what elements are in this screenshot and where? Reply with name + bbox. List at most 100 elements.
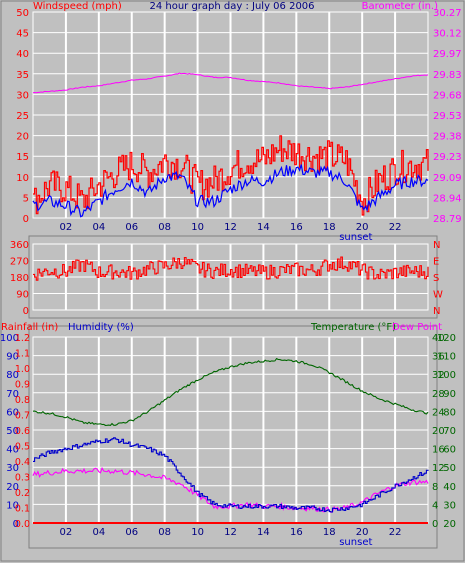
- temperature-y-tick: 110: [437, 352, 456, 363]
- direction-compass-tick: W: [433, 290, 443, 301]
- wind-direction-series-line: [33, 256, 429, 281]
- direction-compass-tick: N: [433, 306, 440, 317]
- humidity-series-line: [33, 437, 429, 513]
- humidity-y-tick: 60: [6, 407, 19, 418]
- humidity-y-tick: 90: [6, 352, 19, 363]
- rainfall-y-tick: 0.3: [15, 473, 30, 484]
- humidity-y-tick: 40: [6, 445, 19, 456]
- rainfall-y-tick: 0.9: [15, 380, 30, 391]
- dew-point-axis-label: Dew Point: [392, 322, 442, 333]
- barometer-y-tick: 30.27: [433, 8, 462, 19]
- humidity-y-tick: 70: [6, 389, 19, 400]
- wind-panel-x-tick: 10: [191, 222, 204, 233]
- celsius-y-tick: 4: [432, 500, 438, 511]
- rainfall-y-tick: 1.1: [15, 349, 30, 360]
- humidity-y-tick: 20: [6, 482, 19, 493]
- rainfall-y-tick: 0.7: [15, 411, 30, 422]
- rainfall-y-tick: 0.2: [15, 488, 30, 499]
- direction-compass-tick: S: [433, 273, 439, 284]
- wind-y-tick: 0: [23, 214, 29, 225]
- sunset-label-bottom: sunset: [339, 537, 372, 548]
- humidity-axis-label: Humidity (%): [68, 322, 134, 333]
- wind-panel-x-tick: 02: [60, 222, 73, 233]
- temp-panel-x-tick: 02: [60, 527, 73, 538]
- wind-y-tick: 50: [16, 8, 29, 19]
- wind-panel-x-tick: 12: [224, 222, 237, 233]
- barometer-series-line: [32, 72, 429, 94]
- wind-y-tick: 10: [16, 173, 29, 184]
- wind-y-tick: 40: [16, 49, 29, 60]
- barometer-y-tick: 29.38: [433, 132, 462, 143]
- humidity-y-tick: 0: [13, 519, 19, 530]
- wind-y-tick: 5: [23, 193, 29, 204]
- celsius-y-tick: 20: [432, 426, 445, 437]
- rainfall-y-tick: 0.1: [15, 504, 30, 515]
- rainfall-y-tick: 0.6: [15, 426, 30, 437]
- celsius-y-tick: 40: [432, 333, 445, 344]
- wind-panel-x-tick: 20: [356, 222, 369, 233]
- temperature-axis-label: Temperature (°F): [310, 322, 396, 333]
- temp-panel-x-tick: 18: [323, 527, 336, 538]
- temperature-y-tick: 40: [443, 482, 456, 493]
- direction-compass-tick: N: [433, 240, 440, 251]
- direction-panel-frame: [28, 235, 438, 319]
- wind-panel-x-tick: 16: [290, 222, 303, 233]
- humidity-y-tick: 30: [6, 463, 19, 474]
- humidity-y-tick: 10: [6, 500, 19, 511]
- temperature-y-tick: 70: [443, 426, 456, 437]
- rainfall-y-tick: 0.0: [15, 519, 30, 530]
- temperature-y-tick: 60: [443, 445, 456, 456]
- temperature-y-tick: 20: [443, 519, 456, 530]
- temp-panel-x-tick: 04: [92, 527, 105, 538]
- temp-panel-x-tick: 06: [125, 527, 138, 538]
- direction-y-tick: 360: [10, 240, 29, 251]
- barometer-y-tick: 29.97: [433, 49, 462, 60]
- celsius-y-tick: 12: [432, 463, 445, 474]
- temperature-y-tick: 30: [443, 500, 456, 511]
- wind-y-tick: 30: [16, 90, 29, 101]
- wind-y-tick: 15: [16, 152, 29, 163]
- celsius-y-tick: 28: [432, 389, 445, 400]
- temp-panel-x-tick: 08: [158, 527, 171, 538]
- temperature-y-tick: 120: [437, 333, 456, 344]
- barometer-y-tick: 28.79: [433, 214, 462, 225]
- graph-title: 24 hour graph day : July 06 2006: [149, 1, 314, 12]
- humidity-y-tick: 50: [6, 426, 19, 437]
- temp-panel-x-tick: 14: [257, 527, 270, 538]
- humidity-y-tick: 80: [6, 370, 19, 381]
- wind-y-tick: 20: [16, 132, 29, 143]
- windspeed-series-line: [33, 135, 429, 216]
- temp-panel-x-tick: 16: [290, 527, 303, 538]
- rainfall-y-tick: 0.4: [15, 457, 30, 468]
- wind-y-tick: 35: [16, 70, 29, 81]
- sunset-label-top: sunset: [339, 232, 372, 243]
- wind-panel-x-tick: 04: [92, 222, 105, 233]
- avg-windspeed-series-line: [32, 164, 429, 218]
- barometer-y-tick: 29.23: [433, 152, 462, 163]
- wind-panel-x-tick: 18: [323, 222, 336, 233]
- rainfall-y-tick: 1.2: [15, 333, 30, 344]
- rainfall-y-tick: 0.8: [15, 395, 30, 406]
- wind-y-tick: 45: [16, 29, 29, 40]
- celsius-y-tick: 8: [432, 482, 438, 493]
- direction-y-tick: 90: [16, 290, 29, 301]
- rainfall-y-tick: 1.0: [15, 364, 30, 375]
- wind-panel-x-tick: 14: [257, 222, 270, 233]
- barometer-y-tick: 29.68: [433, 90, 462, 101]
- direction-compass-tick: E: [433, 257, 439, 268]
- direction-y-tick: 270: [10, 257, 29, 268]
- celsius-y-tick: 36: [432, 352, 445, 363]
- temperature-y-tick: 50: [443, 463, 456, 474]
- temperature-panel-frame: [28, 325, 438, 549]
- barometer-y-tick: 29.09: [433, 173, 462, 184]
- windspeed-axis-label: Windspeed (mph): [33, 1, 122, 12]
- temperature-y-tick: 90: [443, 389, 456, 400]
- temperature-series-line: [32, 357, 429, 426]
- barometer-y-tick: 29.53: [433, 111, 462, 122]
- temp-panel-x-tick: 20: [356, 527, 369, 538]
- celsius-y-tick: 16: [432, 445, 445, 456]
- temp-panel-x-tick: 10: [191, 527, 204, 538]
